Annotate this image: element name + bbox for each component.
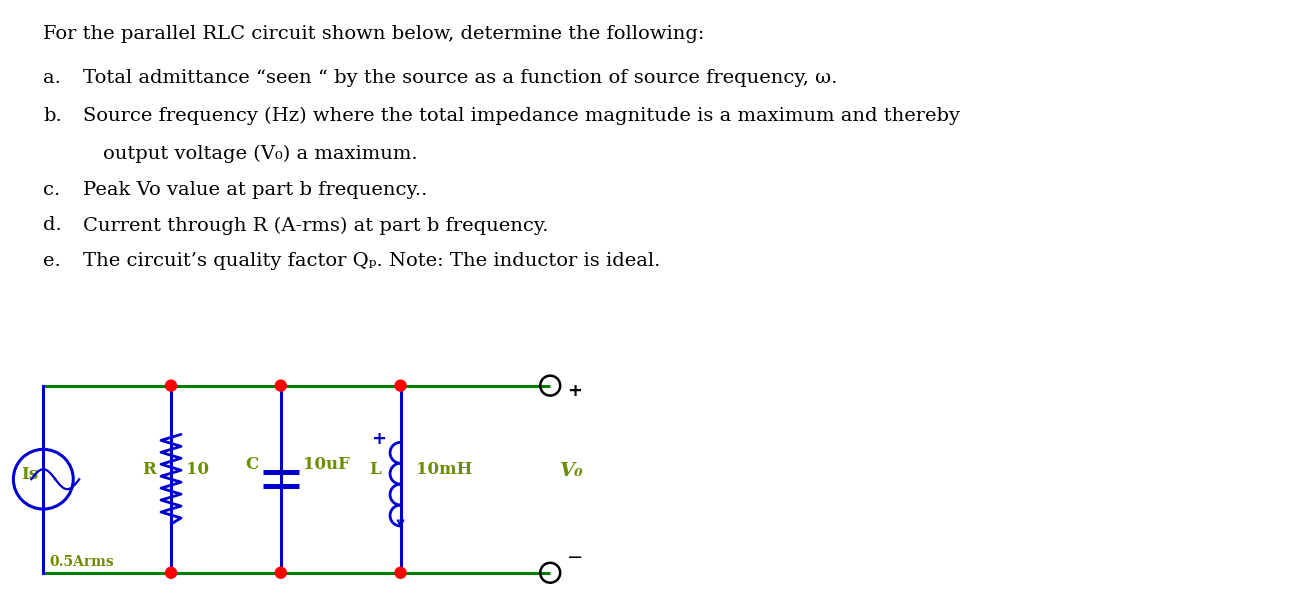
Circle shape <box>275 380 287 391</box>
Text: L: L <box>369 461 381 478</box>
Circle shape <box>395 380 406 391</box>
Text: Peak Vo value at part b frequency..: Peak Vo value at part b frequency.. <box>83 181 428 199</box>
Text: Is: Is <box>21 466 38 483</box>
Text: 10uF: 10uF <box>303 456 349 473</box>
Text: +: + <box>372 430 386 448</box>
Circle shape <box>166 567 176 578</box>
Circle shape <box>275 567 287 578</box>
Text: c.: c. <box>43 181 60 199</box>
Text: The circuit’s quality factor Qₚ. Note: The inductor is ideal.: The circuit’s quality factor Qₚ. Note: T… <box>83 252 661 270</box>
Text: For the parallel RLC circuit shown below, determine the following:: For the parallel RLC circuit shown below… <box>43 25 704 43</box>
Text: e.: e. <box>43 252 61 270</box>
Text: a.: a. <box>43 69 61 87</box>
Text: Total admittance “seen “ by the source as a function of source frequency, ω.: Total admittance “seen “ by the source a… <box>83 69 837 87</box>
Circle shape <box>166 380 176 391</box>
Text: d.: d. <box>43 216 63 235</box>
Text: −: − <box>567 548 584 567</box>
Text: 0.5Arms: 0.5Arms <box>50 554 113 569</box>
Text: R: R <box>142 461 156 478</box>
Text: Source frequency (Hz) where the total impedance magnitude is a maximum and there: Source frequency (Hz) where the total im… <box>83 107 960 125</box>
Text: Current through R (A-rms) at part b frequency.: Current through R (A-rms) at part b freq… <box>83 216 549 235</box>
Circle shape <box>395 567 406 578</box>
Text: output voltage (V₀) a maximum.: output voltage (V₀) a maximum. <box>103 145 417 163</box>
Text: C: C <box>245 456 258 473</box>
Text: +: + <box>567 382 582 399</box>
Text: 10: 10 <box>186 461 209 478</box>
Text: b.: b. <box>43 107 63 125</box>
Text: V₀: V₀ <box>561 462 584 480</box>
Text: 10mH: 10mH <box>416 461 472 478</box>
